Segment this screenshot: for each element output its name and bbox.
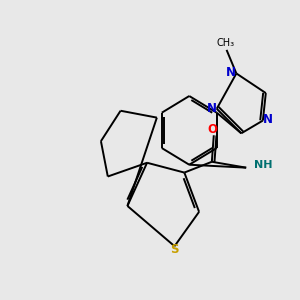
- Text: N: N: [206, 102, 216, 115]
- Text: N: N: [226, 66, 236, 80]
- Text: NH: NH: [254, 160, 273, 170]
- Text: O: O: [207, 124, 217, 136]
- Text: CH₃: CH₃: [216, 38, 234, 47]
- Text: N: N: [263, 113, 273, 127]
- Text: S: S: [170, 243, 179, 256]
